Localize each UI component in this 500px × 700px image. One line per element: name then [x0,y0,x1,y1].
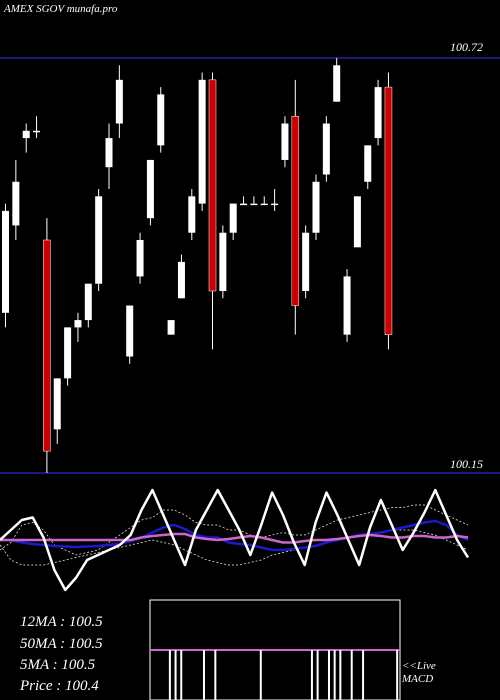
live-label-line2: MACD [402,673,434,685]
candle-body [157,94,165,146]
macd-series-histogram [0,532,469,544]
candle-body [146,159,154,219]
macd-series-macd [0,488,470,592]
live-label-line1: <<Live [402,660,436,672]
candle-body [95,196,103,284]
candle-body [291,115,300,306]
chart-title: AMEX SGOV munafa.pro [4,3,118,15]
candle-body [43,239,51,452]
candle-body [2,210,9,313]
candle-body [115,79,123,124]
candle-body [384,86,393,335]
candle-body [53,378,61,430]
candle-body [353,196,361,248]
candle-body [260,203,268,206]
candle-body [333,65,341,102]
high-level-label: 100.72 [450,40,483,54]
candle-body [126,305,134,357]
candle-body [22,130,30,139]
low-level-label: 100.15 [450,457,483,471]
candle-body [167,320,175,335]
candle-body [364,145,372,182]
macd-series-lower_envelope [0,529,469,566]
candle-body [343,276,351,335]
candle-body [12,181,20,226]
candle-body [240,203,248,206]
candle-body [219,232,227,291]
candle-body [250,203,258,206]
candle-body [177,261,185,299]
candle-body [281,123,289,160]
candle-body [322,123,330,175]
candle-body [84,283,92,321]
candle-body [208,79,217,292]
candle-body [105,138,113,168]
candle-body [33,130,41,133]
macd-series-signal [0,519,469,552]
ma5-readout: 5MA : 100.5 [20,657,96,673]
candle-body [198,79,206,204]
candle-body [271,203,279,206]
live-macd-label: <<Live MACD [402,660,436,686]
candle-body [136,240,144,277]
candle-body [64,327,72,379]
candle-body [188,196,196,233]
candle-body [312,181,320,233]
candle-body [229,203,237,233]
price-readout: Price : 100.4 [20,678,99,694]
candle-body [74,320,82,328]
ma12-readout: 12MA : 100.5 [20,614,103,630]
candle-body [302,232,310,291]
candle-body [374,87,382,139]
ma50-readout: 50MA : 100.5 [20,636,103,652]
